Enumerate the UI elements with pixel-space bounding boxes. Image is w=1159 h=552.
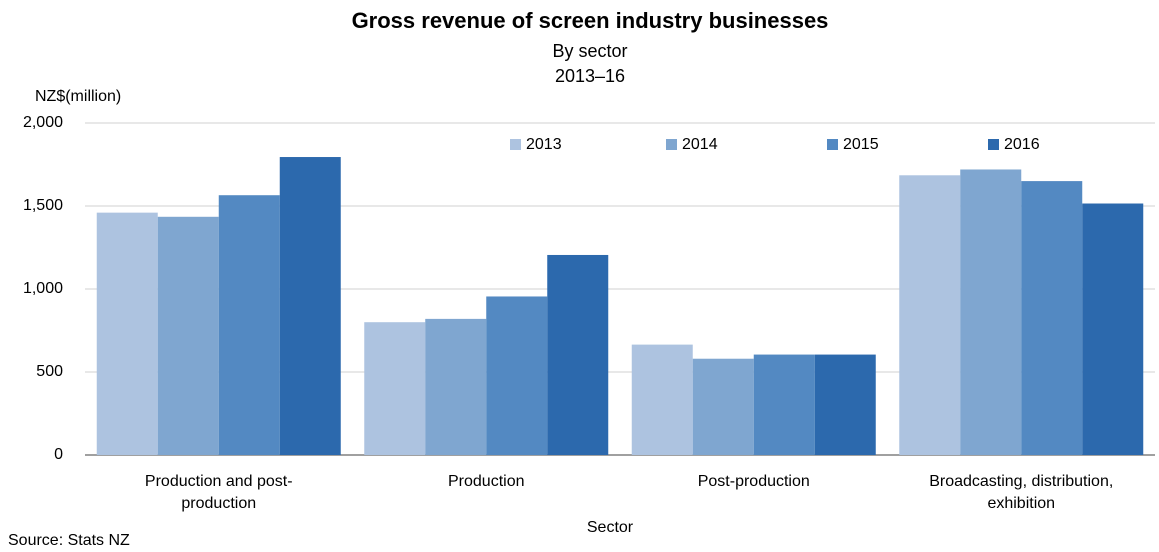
bar xyxy=(753,354,815,455)
bar xyxy=(899,175,961,456)
bar xyxy=(631,344,693,455)
y-tick-label: 0 xyxy=(54,446,63,463)
x-tick-label: Post-production xyxy=(698,473,810,490)
chart-title: Gross revenue of screen industry busines… xyxy=(352,8,829,33)
x-tick-label: Production and post-production xyxy=(145,473,293,512)
bar xyxy=(486,296,548,455)
y-tick-label: 1,000 xyxy=(23,280,63,297)
bar xyxy=(547,254,609,455)
x-tick-label: Production xyxy=(448,473,525,490)
bar xyxy=(1082,203,1144,455)
bar xyxy=(279,157,341,455)
bar xyxy=(157,216,219,455)
legend-label: 2015 xyxy=(843,136,879,153)
x-axis-label: Sector xyxy=(587,519,634,536)
y-axis-label: NZ$(million) xyxy=(35,88,121,105)
bar xyxy=(814,354,876,455)
y-tick-label: 1,500 xyxy=(23,197,63,214)
chart-subtitle: 2013–16 xyxy=(555,66,625,86)
bar xyxy=(692,358,754,455)
legend-label: 2016 xyxy=(1004,136,1040,153)
legend-swatch xyxy=(827,139,838,150)
x-tick-label: Broadcasting, distribution, exhibition xyxy=(929,473,1113,512)
legend-swatch xyxy=(988,139,999,150)
legend-swatch xyxy=(510,139,521,150)
legend-label: 2014 xyxy=(682,136,718,153)
source: Source: Stats NZ xyxy=(8,532,130,549)
bar xyxy=(96,212,158,455)
bar xyxy=(218,195,280,455)
bar xyxy=(960,169,1022,456)
y-tick-label: 2,000 xyxy=(23,114,63,131)
legend-swatch xyxy=(666,139,677,150)
y-tick-label: 500 xyxy=(36,363,63,380)
chart-subtitle: By sector xyxy=(552,41,627,61)
bar xyxy=(425,318,487,455)
legend-label: 2013 xyxy=(526,136,562,153)
bar xyxy=(364,322,426,455)
bar xyxy=(1021,181,1083,455)
